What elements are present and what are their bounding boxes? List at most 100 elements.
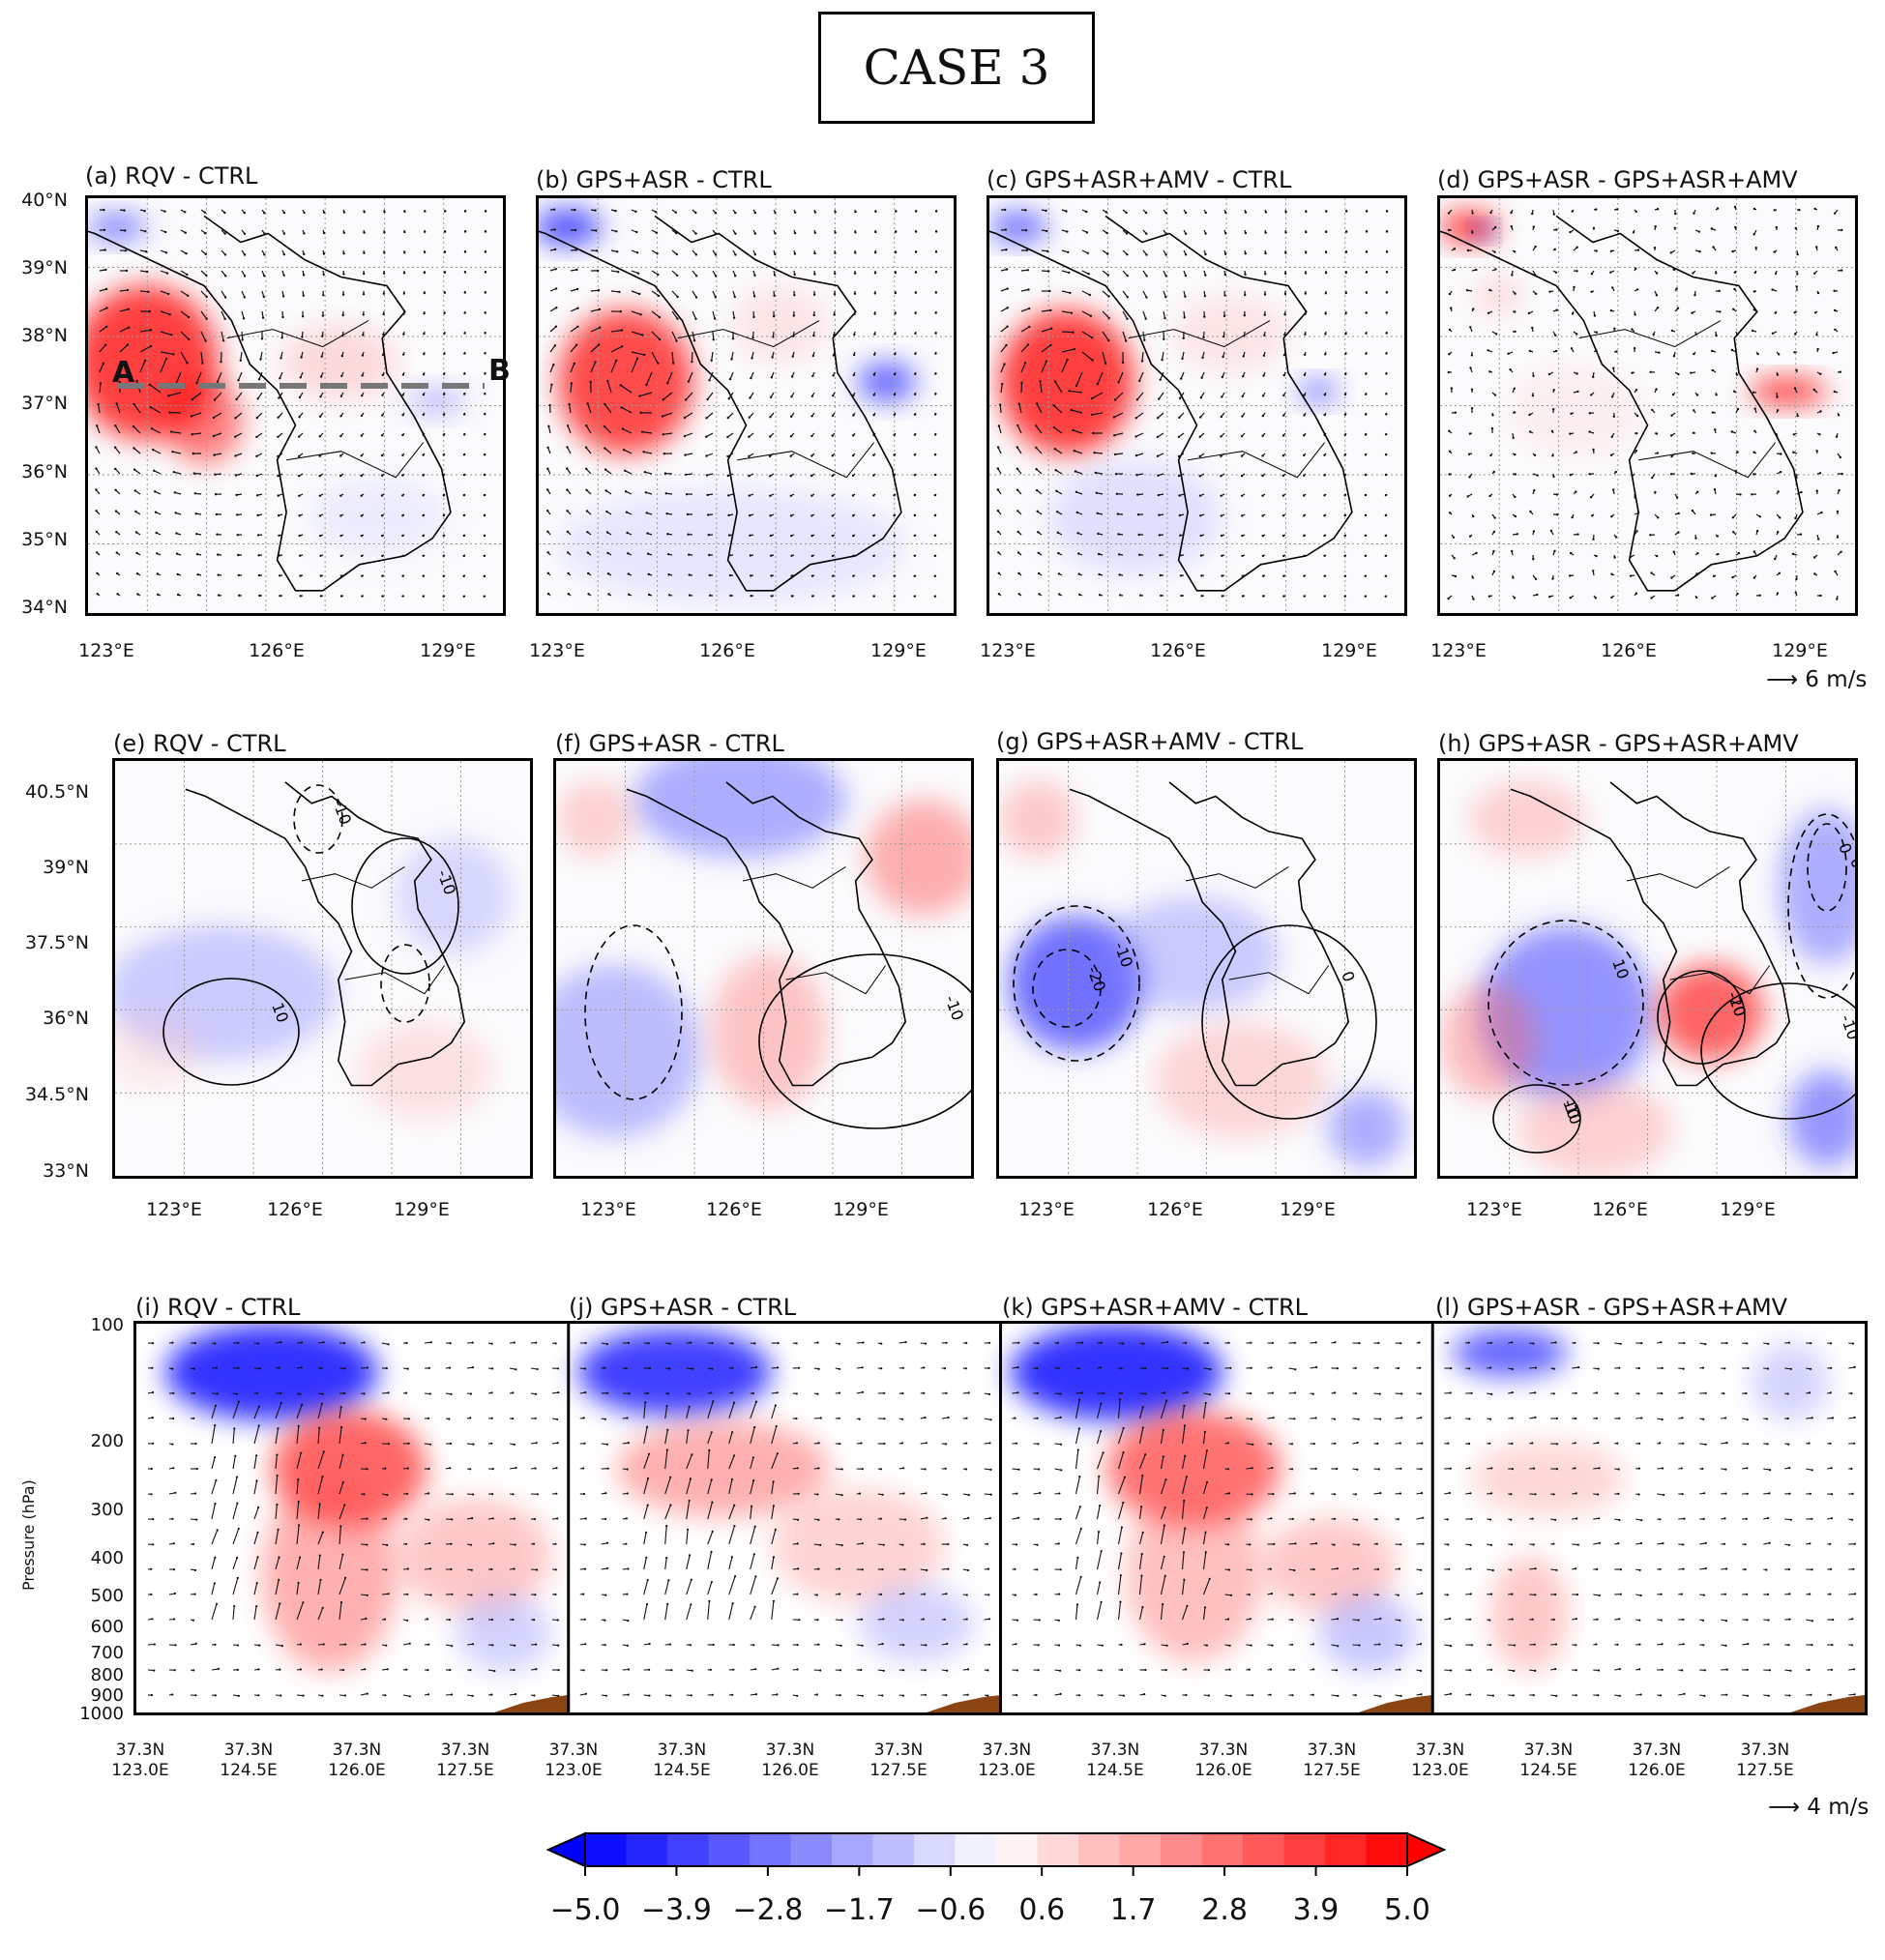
vector-head: [770, 554, 773, 557]
vector-head: [853, 272, 857, 275]
vector-head: [1282, 354, 1286, 357]
vector-head: [1070, 311, 1074, 314]
vector-head: [750, 376, 752, 380]
vector-head: [450, 1392, 453, 1395]
vector-head: [381, 574, 384, 577]
vector-head: [401, 414, 404, 417]
lon-label: 123°E: [980, 640, 1036, 661]
vector-head: [1303, 534, 1306, 538]
vector-head: [1531, 212, 1534, 216]
vector-head: [1471, 212, 1474, 215]
vector-head: [384, 1694, 387, 1697]
vector-head: [1017, 593, 1020, 596]
wind-vector: [728, 1525, 735, 1545]
vector-head: [1038, 1468, 1041, 1471]
vector-head: [298, 534, 301, 538]
vector-head: [1100, 1366, 1103, 1369]
vector-head: [773, 294, 776, 297]
vector-head: [469, 1392, 472, 1395]
vector-head: [776, 1452, 779, 1455]
vector-head: [1447, 597, 1450, 600]
contour-line-dashed: [1807, 823, 1847, 912]
vector-head: [1493, 516, 1496, 519]
vector-head: [1311, 1392, 1314, 1395]
wind-vector: [275, 1475, 279, 1495]
vector-head: [1820, 511, 1823, 514]
vector-head: [790, 534, 793, 538]
wind-vector: [750, 1606, 756, 1621]
wind-vector: [664, 1526, 667, 1545]
vector-head: [1303, 494, 1306, 497]
vector-head: [1264, 231, 1267, 234]
vector-head: [1312, 1518, 1315, 1521]
anomaly-blob: [558, 488, 906, 604]
wind-vector: [1075, 470, 1083, 475]
vector-head: [1099, 1505, 1102, 1507]
vector-head: [663, 472, 667, 475]
vector-head: [318, 415, 322, 418]
vector-head: [1205, 1507, 1208, 1509]
wind-vector: [339, 1426, 342, 1445]
vector-head: [341, 334, 344, 337]
vector-head: [1364, 554, 1367, 558]
vector-head: [362, 293, 366, 296]
vector-head: [513, 1443, 515, 1446]
vector-head: [1016, 551, 1020, 554]
vector-head: [1079, 1527, 1082, 1530]
vector-head: [604, 1594, 607, 1596]
vector-head: [1323, 494, 1326, 497]
wind-vector: [237, 371, 243, 381]
wind-vector: [530, 1367, 538, 1370]
vector-head: [987, 1392, 991, 1395]
vector-head: [874, 210, 877, 213]
vector-head: [1080, 1341, 1084, 1344]
vector-head: [151, 1417, 154, 1419]
vector-head: [407, 1442, 410, 1445]
vector-head: [934, 230, 938, 233]
panel-g-map: 0 -10 -20: [996, 758, 1417, 1179]
vector-head: [834, 231, 837, 234]
wind-vector: [1096, 1452, 1104, 1470]
wind-vector: [570, 383, 573, 394]
vector-head: [443, 271, 447, 274]
vector-head: [670, 1669, 673, 1672]
vector-head: [1709, 513, 1713, 516]
vector-head: [1551, 577, 1554, 580]
vector-head: [914, 372, 917, 375]
wind-vector: [1373, 1492, 1381, 1495]
wind-vector: [253, 1425, 260, 1445]
vector-head: [1535, 292, 1538, 296]
wind-vector: [1395, 1417, 1402, 1419]
vector-head: [688, 594, 692, 597]
vector-head: [1717, 552, 1720, 556]
vector-head: [986, 1542, 989, 1545]
vector-head: [831, 494, 834, 497]
vector-head: [1465, 289, 1469, 292]
vector-head: [694, 253, 698, 256]
vector-head: [1799, 533, 1803, 536]
vector-head: [1613, 556, 1616, 559]
vector-head: [280, 1401, 282, 1405]
wind-vector: [1053, 404, 1063, 414]
vector-head: [1796, 414, 1799, 418]
vector-head: [1450, 387, 1453, 390]
vector-head: [902, 1467, 905, 1470]
vector-head: [810, 514, 813, 517]
vector-head: [320, 1366, 323, 1369]
contour-line: [162, 978, 300, 1086]
vector-head: [1344, 271, 1348, 275]
vector-head: [546, 530, 549, 533]
wind-vector: [707, 392, 714, 400]
vector-head: [1097, 532, 1100, 536]
vector-head: [1261, 395, 1265, 397]
vector-head: [1068, 271, 1071, 275]
vector-head: [1224, 232, 1227, 235]
wind-vector: [1061, 348, 1075, 353]
vector-head: [401, 433, 404, 437]
vector-head: [1385, 352, 1388, 355]
vector-head: [894, 250, 898, 254]
vector-head: [768, 454, 772, 458]
vector-head: [1615, 350, 1618, 353]
vector-head: [194, 1694, 197, 1697]
vector-head: [1017, 571, 1020, 575]
